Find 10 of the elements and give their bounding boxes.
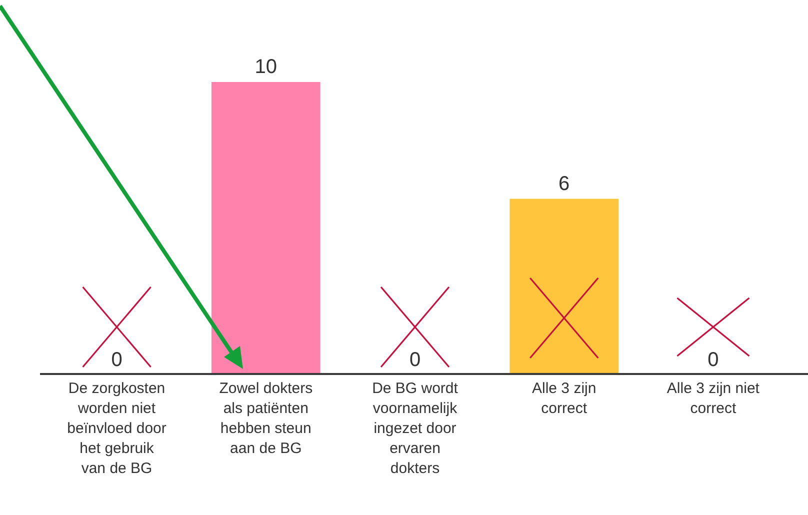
data-label: 6 (558, 172, 570, 195)
data-label: 0 (409, 349, 421, 371)
x-tick-label: Zowel dokters als patiënten hebben steun aan de BG (219, 380, 313, 457)
data-label: 0 (708, 349, 719, 371)
x-tick-label: De zorgkosten worden niet beïnvloed door het gebruik van de BG (67, 380, 166, 477)
data-label: 0 (111, 349, 122, 371)
x-tick-label: Alle 3 zijn niet correct (666, 380, 760, 417)
data-label: 10 (254, 56, 278, 78)
x-tick-label: Alle 3 zijn correct (532, 380, 596, 417)
x-tick-label: De BG wordt voornamelijk ingezet door ervaren dokters (372, 380, 459, 477)
